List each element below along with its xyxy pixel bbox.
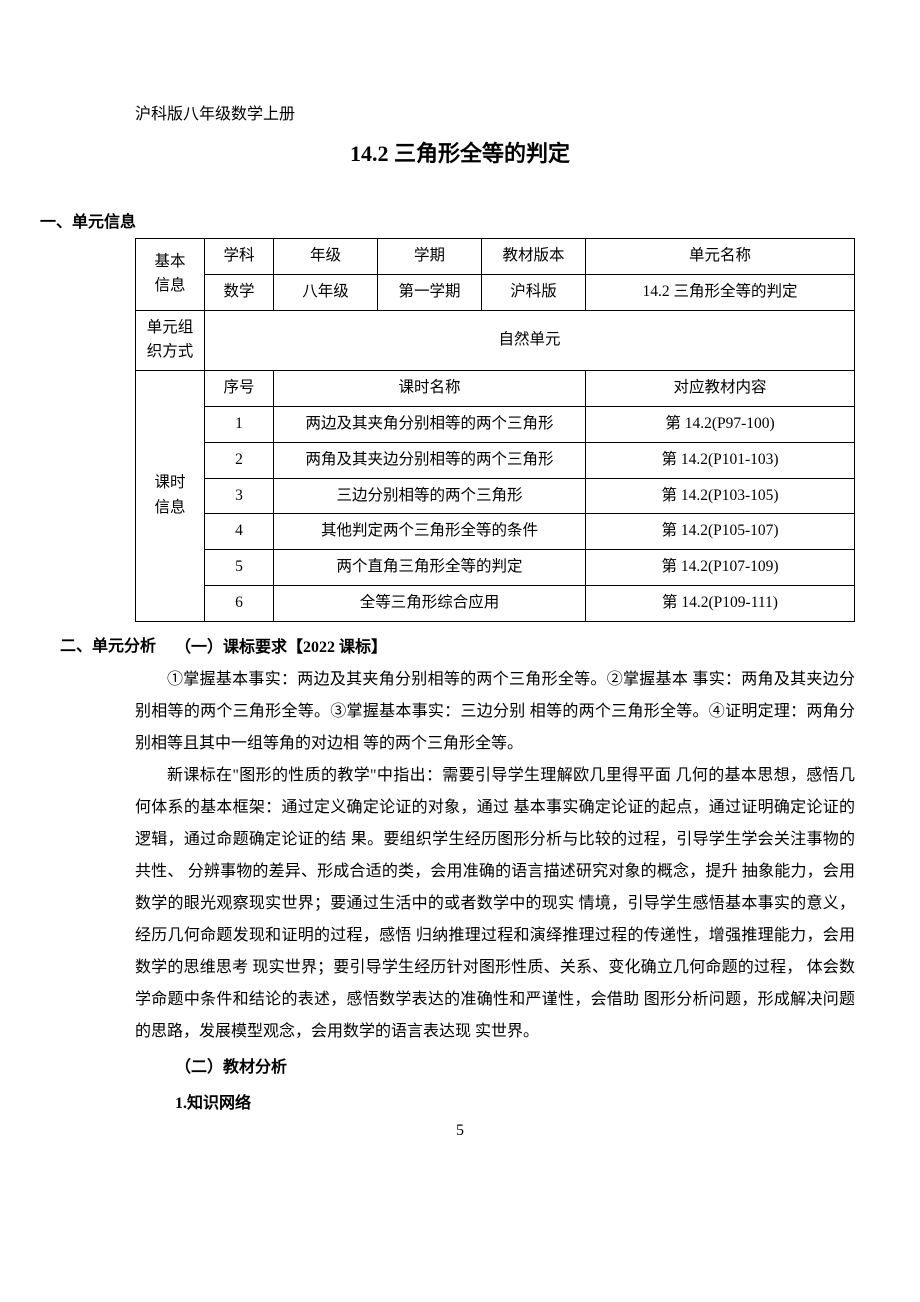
analysis-para-2: 新课标在"图形的性质的教学"中指出：需要引导学生理解欧几里得平面 几何的基本思想… (135, 760, 855, 1048)
lesson-info-label: 课时 信息 (136, 371, 205, 622)
cell-term: 第一学期 (378, 274, 482, 310)
lesson-content: 第 14.2(P107-109) (586, 550, 855, 586)
cell-grade: 八年级 (274, 274, 378, 310)
section-1-heading: 一、单元信息 (40, 208, 880, 232)
table-row: 2 两角及其夹边分别相等的两个三角形 第 14.2(P101-103) (136, 442, 855, 478)
lesson-name: 两边及其夹角分别相等的两个三角形 (274, 406, 586, 442)
lesson-no: 1 (205, 406, 274, 442)
header-version: 教材版本 (482, 239, 586, 275)
book-title: 沪科版八年级数学上册 (135, 100, 880, 124)
analysis-heading-b1: 1.知识网络 (175, 1088, 880, 1120)
lesson-name: 两个直角三角形全等的判定 (274, 550, 586, 586)
lesson-header-content: 对应教材内容 (586, 371, 855, 407)
table-row: 基本 信息 学科 年级 学期 教材版本 单元名称 (136, 239, 855, 275)
analysis-heading-b: （二）教材分析 (175, 1052, 880, 1084)
table-row: 课时 信息 序号 课时名称 对应教材内容 (136, 371, 855, 407)
lesson-content: 第 14.2(P105-107) (586, 514, 855, 550)
table-row: 数学 八年级 第一学期 沪科版 14.2 三角形全等的判定 (136, 274, 855, 310)
org-label: 单元组 织方式 (136, 310, 205, 371)
header-subject: 学科 (205, 239, 274, 275)
lesson-name: 三边分别相等的两个三角形 (274, 478, 586, 514)
lesson-content: 第 14.2(P97-100) (586, 406, 855, 442)
lesson-content: 第 14.2(P101-103) (586, 442, 855, 478)
header-term: 学期 (378, 239, 482, 275)
table-row: 4 其他判定两个三角形全等的条件 第 14.2(P105-107) (136, 514, 855, 550)
chapter-title: 14.2 三角形全等的判定 (40, 136, 880, 168)
cell-unit-name: 14.2 三角形全等的判定 (586, 274, 855, 310)
org-value: 自然单元 (205, 310, 855, 371)
section-2-wrap: 二、单元分析 （一）课标要求【2022 课标】 ①掌握基本事实：两边及其夹角分别… (40, 632, 880, 1120)
unit-info-table-wrap: 基本 信息 学科 年级 学期 教材版本 单元名称 数学 八年级 第一学期 沪科版… (135, 238, 855, 622)
unit-info-table: 基本 信息 学科 年级 学期 教材版本 单元名称 数学 八年级 第一学期 沪科版… (135, 238, 855, 622)
header-grade: 年级 (274, 239, 378, 275)
lesson-header-name: 课时名称 (274, 371, 586, 407)
lesson-no: 6 (205, 585, 274, 621)
table-row: 3 三边分别相等的两个三角形 第 14.2(P103-105) (136, 478, 855, 514)
lesson-name: 两角及其夹边分别相等的两个三角形 (274, 442, 586, 478)
lesson-no: 2 (205, 442, 274, 478)
basic-info-label: 基本 信息 (136, 239, 205, 311)
table-row: 5 两个直角三角形全等的判定 第 14.2(P107-109) (136, 550, 855, 586)
analysis-heading-a: （一）课标要求【2022 课标】 (175, 632, 880, 664)
table-row: 1 两边及其夹角分别相等的两个三角形 第 14.2(P97-100) (136, 406, 855, 442)
lesson-content: 第 14.2(P109-111) (586, 585, 855, 621)
lesson-no: 5 (205, 550, 274, 586)
header-unit-name: 单元名称 (586, 239, 855, 275)
cell-version: 沪科版 (482, 274, 586, 310)
lesson-no: 4 (205, 514, 274, 550)
analysis-body: ①掌握基本事实：两边及其夹角分别相等的两个三角形全等。②掌握基本 事实：两角及其… (135, 664, 855, 1048)
page-number: 5 (0, 1122, 920, 1140)
lesson-name: 其他判定两个三角形全等的条件 (274, 514, 586, 550)
lesson-no: 3 (205, 478, 274, 514)
table-row: 6 全等三角形综合应用 第 14.2(P109-111) (136, 585, 855, 621)
table-row: 单元组 织方式 自然单元 (136, 310, 855, 371)
document-page: 沪科版八年级数学上册 14.2 三角形全等的判定 一、单元信息 基本 信息 学科… (0, 0, 920, 1160)
lesson-header-no: 序号 (205, 371, 274, 407)
lesson-content: 第 14.2(P103-105) (586, 478, 855, 514)
lesson-name: 全等三角形综合应用 (274, 585, 586, 621)
cell-subject: 数学 (205, 274, 274, 310)
analysis-para-1: ①掌握基本事实：两边及其夹角分别相等的两个三角形全等。②掌握基本 事实：两角及其… (135, 664, 855, 760)
section-2-heading: 二、单元分析 (60, 632, 156, 656)
